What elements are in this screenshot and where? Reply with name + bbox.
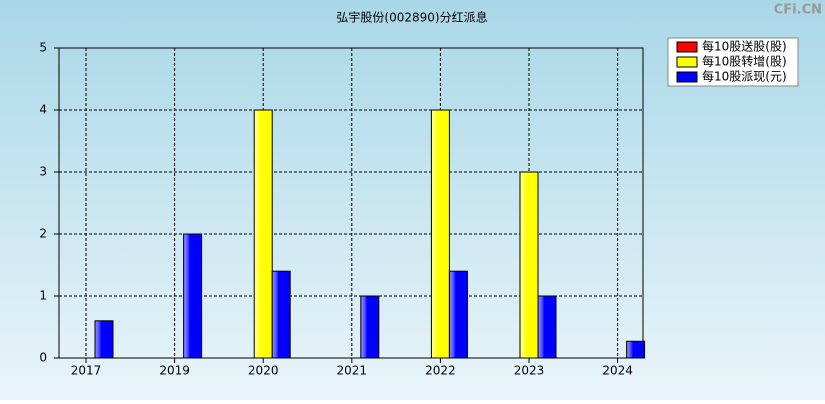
bar: [430, 109, 450, 359]
bar-group: [94, 320, 114, 359]
legend-label: 每10股派现(元): [702, 69, 787, 84]
bar: [360, 295, 380, 359]
y-tick-label: 3: [39, 165, 47, 179]
bar: [253, 109, 273, 359]
bar-group: [430, 109, 450, 359]
bar-group: [271, 270, 291, 359]
legend-label: 每10股送股(股): [702, 39, 787, 54]
watermark: CFi.CN: [774, 3, 822, 18]
bar: [626, 340, 646, 359]
bar: [537, 295, 557, 359]
bar-group: [253, 109, 273, 359]
y-tick-label: 2: [39, 227, 47, 241]
bar: [519, 171, 539, 359]
bar-group: [626, 340, 646, 359]
x-tick-label: 2023: [514, 364, 545, 378]
bar-group: [448, 270, 468, 359]
y-tick-label: 0: [39, 351, 47, 365]
y-tick-label: 1: [39, 289, 47, 303]
bar-group: [519, 171, 539, 359]
bar: [271, 270, 291, 359]
legend-swatch: [676, 41, 698, 53]
x-tick-label: 2024: [602, 364, 633, 378]
bar: [183, 233, 203, 359]
legend-label: 每10股转增(股): [702, 54, 787, 69]
x-tick-label: 2017: [71, 364, 102, 378]
x-tick-label: 2020: [248, 364, 279, 378]
bar-group: [537, 295, 557, 359]
bar-group: [360, 295, 380, 359]
y-tick-label: 5: [39, 41, 47, 55]
legend-swatch: [676, 56, 698, 68]
x-tick-label: 2019: [159, 364, 190, 378]
bar-group: [183, 233, 203, 359]
y-tick-label: 4: [39, 103, 47, 117]
chart-title: 弘宇股份(002890)分红派息: [336, 10, 487, 25]
x-tick-label: 2022: [425, 364, 456, 378]
legend-swatch: [676, 71, 698, 83]
x-tick-label: 2021: [337, 364, 368, 378]
bar: [448, 270, 468, 359]
bar: [94, 320, 114, 359]
